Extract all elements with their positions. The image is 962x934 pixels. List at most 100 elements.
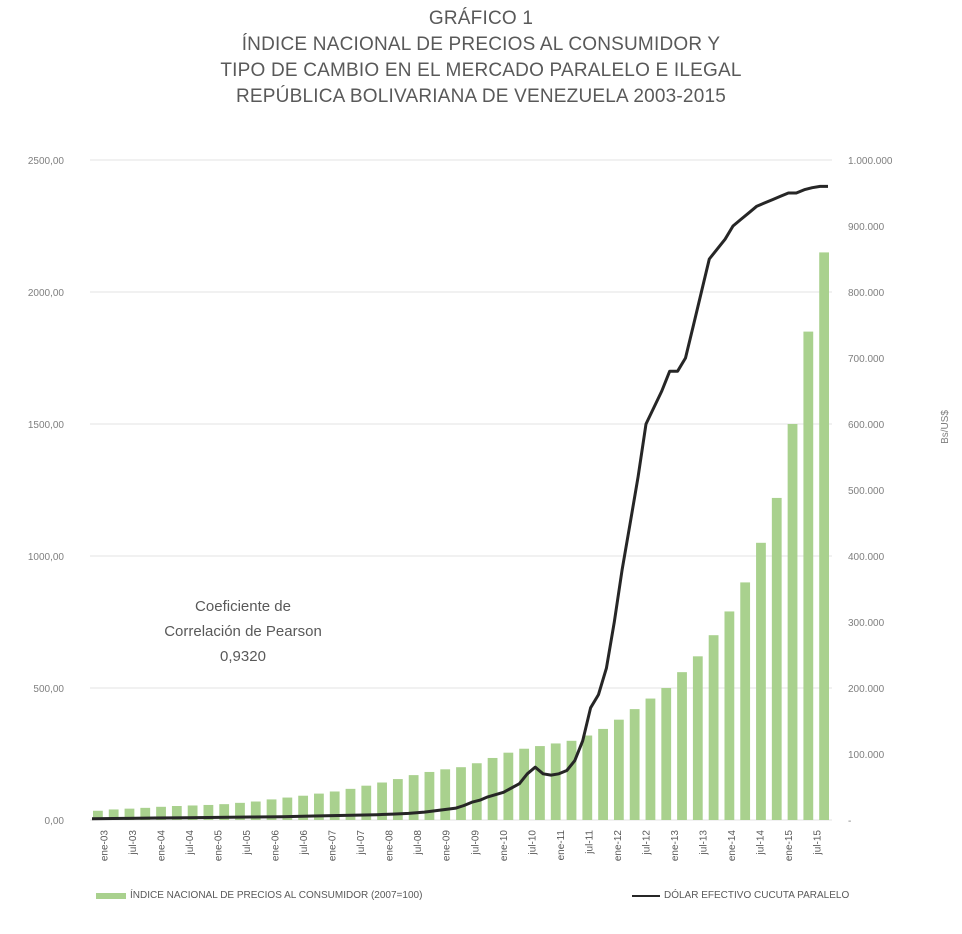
cpi-bar-39 bbox=[708, 635, 719, 820]
right-tick-label-4: 400.000 bbox=[848, 552, 885, 563]
cpi-bar-41 bbox=[740, 582, 751, 820]
cpi-bar-26 bbox=[503, 752, 514, 820]
cpi-bar-46 bbox=[819, 252, 830, 820]
left-tick-label-4: 2000,00 bbox=[28, 288, 65, 299]
pearson-annotation: Coeficiente de Correlación de Pearson 0,… bbox=[164, 598, 322, 665]
legend-label-dollar: DÓLAR EFECTIVO CUCUTA PARALELO bbox=[664, 890, 850, 901]
cpi-bar-32 bbox=[598, 728, 608, 820]
dollar-line bbox=[91, 184, 828, 821]
legend-label-cpi: ÍNDICE NACIONAL DE PRECIOS AL CONSUMIDOR… bbox=[130, 890, 423, 901]
right-tick-label-10: 1.000.000 bbox=[848, 156, 893, 167]
cpi-bar-14 bbox=[314, 793, 324, 820]
annotation-line-2: Correlación de Pearson bbox=[164, 623, 322, 640]
x-tick-label-0: ene-03 bbox=[99, 830, 110, 862]
x-tick-label-21: jul-13 bbox=[699, 830, 710, 856]
x-tick-label-4: ene-05 bbox=[213, 830, 224, 862]
legend: ÍNDICE NACIONAL DE PRECIOS AL CONSUMIDOR… bbox=[0, 890, 962, 912]
x-tick-label-2: ene-04 bbox=[156, 830, 167, 862]
cpi-bar-2 bbox=[124, 808, 135, 820]
title-line-3: TIPO DE CAMBIO EN EL MERCADO PARALELO E … bbox=[220, 60, 742, 81]
right-tick-label-7: 700.000 bbox=[848, 354, 885, 365]
legend-line-swatch bbox=[632, 894, 660, 897]
cpi-bar-25 bbox=[487, 757, 498, 820]
x-tick-label-25: jul-15 bbox=[813, 830, 824, 856]
x-tick-label-11: jul-08 bbox=[413, 830, 424, 856]
x-tick-label-23: jul-14 bbox=[756, 830, 767, 856]
cpi-bar-29 bbox=[550, 743, 561, 820]
cpi-bar-30 bbox=[566, 740, 577, 820]
cpi-bar-45 bbox=[803, 331, 814, 820]
left-tick-label-0: 0,00 bbox=[45, 816, 65, 827]
right-axis-title: Bs/US$ bbox=[940, 410, 951, 444]
cpi-bar-43 bbox=[771, 497, 782, 820]
annotation-line-3: 0,9320 bbox=[220, 648, 266, 665]
cpi-bar-18 bbox=[377, 782, 387, 820]
left-axis-ticks: 0,00 500,00 1000,00 1500,00 2000,00 2500,00 bbox=[28, 156, 65, 827]
cpi-bar-28 bbox=[535, 746, 545, 820]
cpi-bar-42 bbox=[756, 542, 766, 820]
x-tick-label-3: jul-04 bbox=[185, 830, 196, 856]
cpi-bar-17 bbox=[361, 785, 372, 820]
x-tick-label-6: ene-06 bbox=[271, 830, 282, 862]
left-tick-label-3: 1500,00 bbox=[28, 420, 65, 431]
cpi-bar-27 bbox=[519, 748, 530, 820]
x-tick-label-5: jul-05 bbox=[242, 830, 253, 856]
x-tick-label-10: ene-08 bbox=[385, 830, 396, 862]
left-tick-label-1: 500,00 bbox=[33, 684, 64, 695]
cpi-bar-23 bbox=[456, 767, 466, 820]
cpi-bar-19 bbox=[392, 779, 403, 820]
x-tick-label-9: jul-07 bbox=[356, 830, 367, 856]
right-tick-label-2: 200.000 bbox=[848, 684, 885, 695]
cpi-bar-11 bbox=[266, 799, 277, 820]
cpi-bar-34 bbox=[629, 709, 640, 820]
cpi-bar-31 bbox=[582, 735, 593, 820]
cpi-bar-0 bbox=[92, 810, 103, 820]
cpi-bar-36 bbox=[661, 688, 672, 820]
title-line-4: REPÚBLICA BOLIVARIANA DE VENEZUELA 2003-… bbox=[235, 86, 726, 107]
cpi-bar-22 bbox=[440, 769, 451, 820]
x-tick-label-22: ene-14 bbox=[727, 830, 738, 862]
x-tick-label-19: jul-12 bbox=[642, 830, 653, 856]
cpi-bar-37 bbox=[677, 672, 687, 820]
right-tick-label-0: - bbox=[848, 816, 851, 827]
x-tick-label-17: jul-11 bbox=[584, 830, 595, 855]
right-tick-label-5: 500.000 bbox=[848, 486, 885, 497]
x-tick-label-18: ene-12 bbox=[613, 830, 624, 862]
cpi-bar-1 bbox=[108, 809, 119, 820]
legend-item-dollar: DÓLAR EFECTIVO CUCUTA PARALELO bbox=[632, 890, 849, 901]
cpi-bar-8 bbox=[219, 804, 230, 820]
cpi-bars bbox=[92, 252, 830, 820]
cpi-bar-44 bbox=[787, 424, 798, 820]
x-tick-label-14: ene-10 bbox=[499, 830, 510, 862]
x-tick-label-1: jul-03 bbox=[128, 830, 139, 856]
x-axis-ticks: ene-03 jul-03 ene-04 jul-04 ene-05 jul-05 ene-… bbox=[99, 830, 823, 862]
right-tick-label-8: 800.000 bbox=[848, 288, 885, 299]
cpi-bar-13 bbox=[298, 795, 309, 820]
title-line-1: GRÁFICO 1 bbox=[428, 8, 534, 29]
x-tick-label-20: ene-13 bbox=[670, 830, 681, 862]
gridlines bbox=[90, 159, 832, 821]
cpi-bar-5 bbox=[171, 806, 182, 820]
cpi-bar-33 bbox=[613, 719, 624, 820]
x-tick-label-16: ene-11 bbox=[556, 830, 567, 861]
right-tick-label-1: 100.000 bbox=[848, 750, 885, 761]
x-tick-label-15: jul-10 bbox=[527, 830, 538, 856]
cpi-bar-4 bbox=[156, 806, 166, 820]
title-line-2: ÍNDICE NACIONAL DE PRECIOS AL CONSUMIDOR… bbox=[241, 34, 721, 55]
cpi-bar-12 bbox=[282, 797, 293, 820]
x-tick-label-7: jul-06 bbox=[299, 830, 310, 856]
cpi-bar-24 bbox=[471, 763, 482, 820]
right-tick-label-9: 900.000 bbox=[848, 222, 885, 233]
x-tick-label-12: ene-09 bbox=[442, 830, 453, 862]
cpi-bar-9 bbox=[235, 802, 245, 820]
legend-bar-swatch bbox=[96, 892, 126, 899]
annotation-line-1: Coeficiente de bbox=[195, 598, 291, 615]
cpi-bar-15 bbox=[329, 791, 340, 820]
cpi-bar-38 bbox=[692, 656, 703, 820]
cpi-bar-16 bbox=[345, 788, 356, 820]
cpi-bar-21 bbox=[424, 771, 435, 820]
legend-item-cpi: ÍNDICE NACIONAL DE PRECIOS AL CONSUMIDOR… bbox=[96, 890, 422, 901]
cpi-bar-6 bbox=[187, 805, 198, 820]
x-tick-label-13: jul-09 bbox=[470, 830, 481, 856]
x-tick-label-8: ene-07 bbox=[328, 830, 339, 862]
